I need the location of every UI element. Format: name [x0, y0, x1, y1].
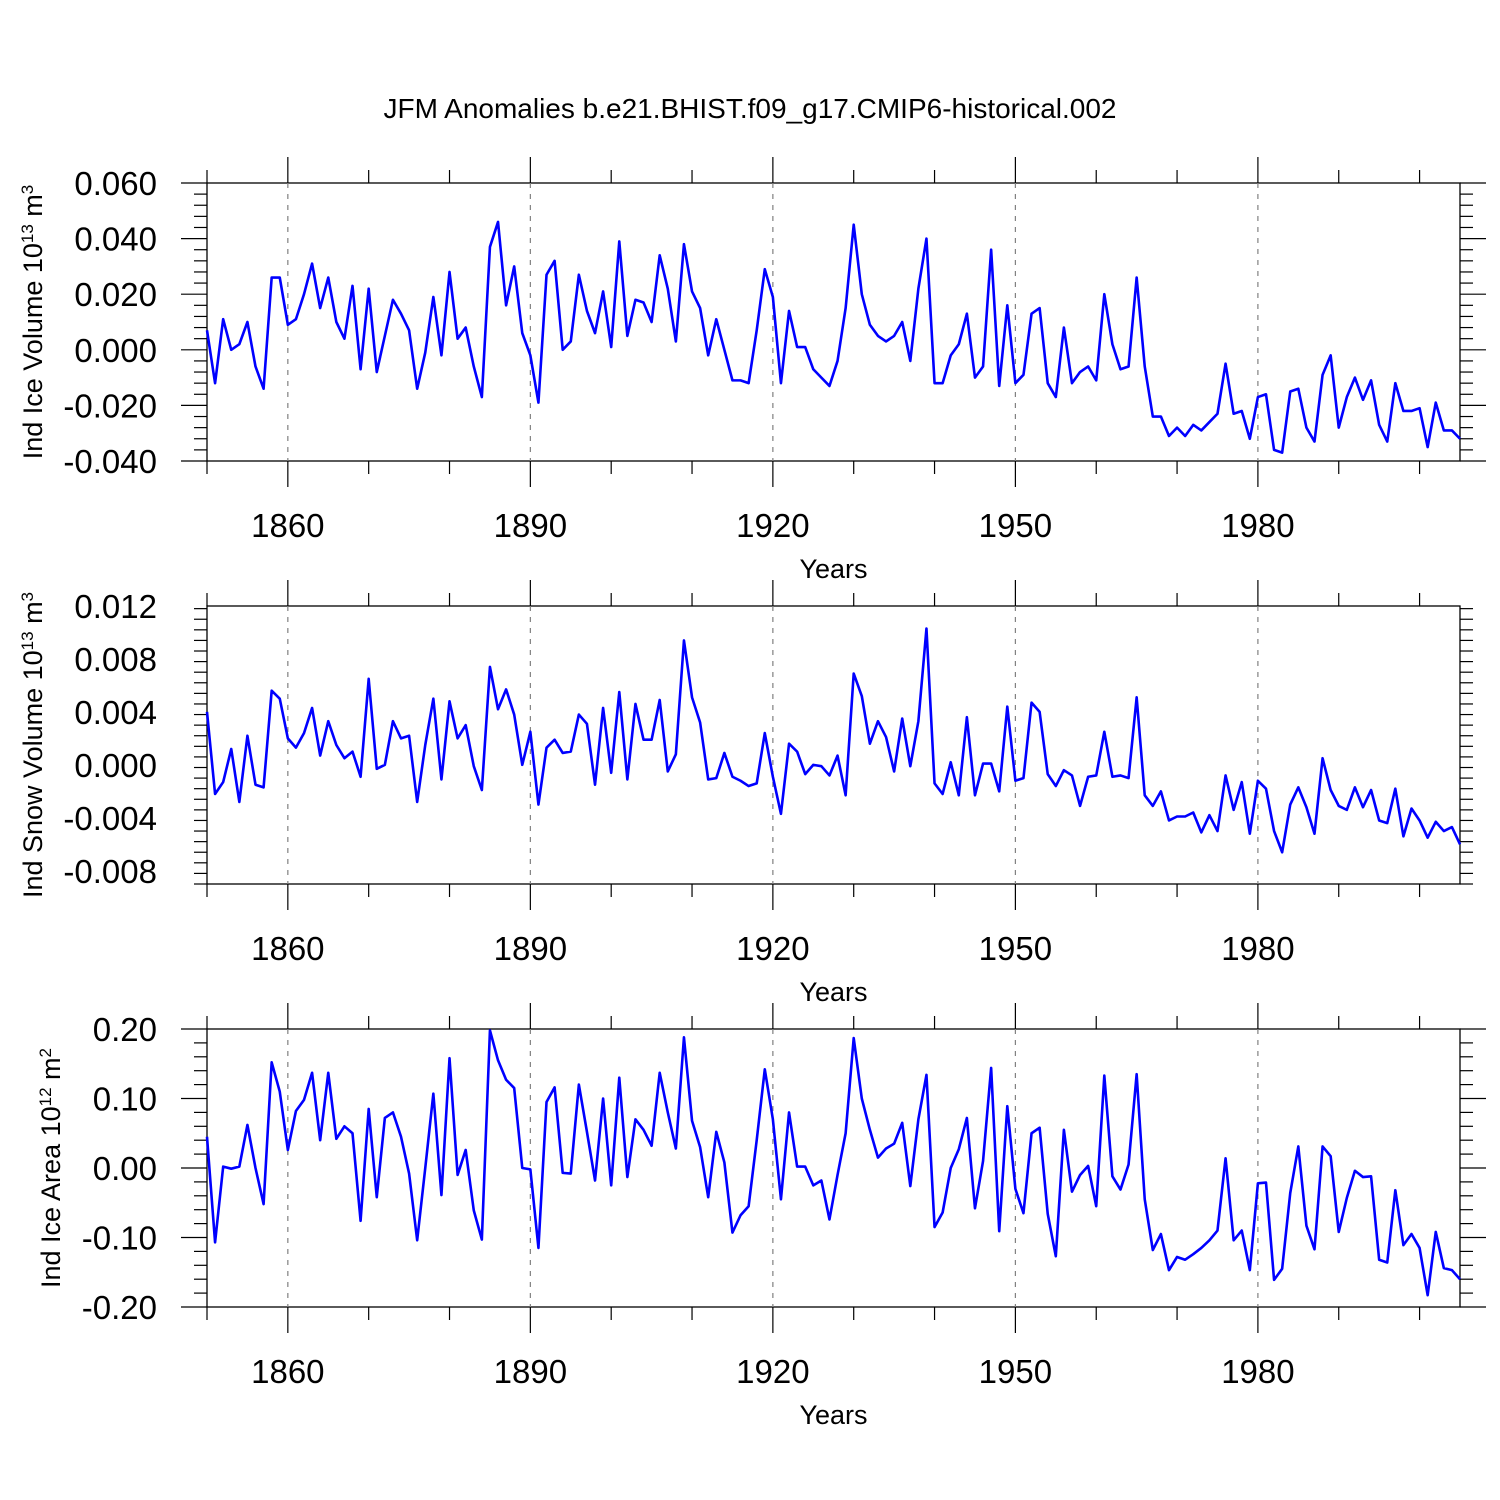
chart-panel-1: 1860 1890 1920 1950 1980 Years 0.060 0.040 0.020… — [18, 157, 1486, 584]
y-axis-title-exponent: 13 — [18, 631, 37, 650]
x-tick-label: 1950 — [979, 1353, 1052, 1390]
x-axis-title: Years — [799, 977, 867, 1007]
y-tick-label: 0.040 — [74, 221, 157, 258]
y-axis-title-main: Ind Ice Volume 10 — [18, 243, 48, 459]
x-tick-label: 1860 — [251, 1353, 324, 1390]
y-axis-title: Ind Ice Volume 1013 m3 — [18, 185, 49, 460]
x-tick-label: 1920 — [736, 507, 809, 544]
data-series-line — [205, 627, 1462, 854]
x-tick-label: 1860 — [251, 507, 324, 544]
x-tick-label: 1980 — [1221, 930, 1294, 967]
y-tick-label: -0.020 — [63, 387, 157, 424]
y-tick-label: 0.060 — [74, 165, 157, 202]
y-tick-label: 0.008 — [74, 641, 157, 678]
chart-panel-3: 1860 1890 1920 1950 1980 Years 0.20 0.10 0.00 -0.… — [36, 1003, 1486, 1430]
y-tick-label: -0.10 — [82, 1220, 157, 1257]
chart-title: JFM Anomalies b.e21.BHIST.f09_g17.CMIP6-… — [383, 93, 1116, 124]
y-tick-label: 0.10 — [93, 1081, 157, 1118]
y-tick-label: -0.004 — [63, 800, 157, 837]
x-tick-label: 1980 — [1221, 1353, 1294, 1390]
x-tick-label: 1980 — [1221, 507, 1294, 544]
x-tick-label: 1860 — [251, 930, 324, 967]
x-tick-label: 1920 — [736, 1353, 809, 1390]
y-axis-title: Ind Snow Volume 1013 m3 — [18, 592, 49, 898]
x-tick-label: 1950 — [979, 930, 1052, 967]
y-axis-title-unit-exponent: 3 — [18, 185, 37, 194]
x-tick-label: 1890 — [494, 930, 567, 967]
y-tick-label: 0.000 — [74, 332, 157, 369]
y-axis-title-unit: m — [36, 1057, 66, 1087]
y-tick-label: 0.012 — [74, 588, 157, 625]
y-tick-label: 0.000 — [74, 747, 157, 784]
y-axis-title-exponent: 12 — [36, 1087, 55, 1106]
y-axis-title-main: Ind Ice Area 10 — [36, 1106, 66, 1288]
y-tick-label: -0.20 — [82, 1289, 157, 1326]
y-tick-label: 0.020 — [74, 276, 157, 313]
x-tick-label: 1920 — [736, 930, 809, 967]
y-tick-label: 0.00 — [93, 1150, 157, 1187]
y-tick-label: -0.040 — [63, 443, 157, 480]
y-tick-label: 0.004 — [74, 694, 157, 731]
plot-frame — [206, 605, 1461, 885]
y-tick-label: 0.20 — [93, 1011, 157, 1048]
x-tick-label: 1950 — [979, 507, 1052, 544]
x-tick-label: 1890 — [494, 507, 567, 544]
y-axis-title-main: Ind Snow Volume 10 — [18, 650, 48, 898]
data-series-line — [205, 220, 1461, 454]
x-axis-title: Years — [799, 1400, 867, 1430]
plot-frame — [206, 182, 1461, 462]
x-tick-label: 1890 — [494, 1353, 567, 1390]
y-axis-title: Ind Ice Area 1012 m2 — [36, 1048, 67, 1288]
y-axis-title-unit: m — [18, 601, 48, 631]
y-axis-title-exponent: 13 — [18, 224, 37, 243]
chart-panel-2: 1860 1890 1920 1950 1980 Years 0.012 0.008 0.004… — [18, 580, 1473, 1007]
x-axis-title: Years — [799, 554, 867, 584]
y-axis-title-unit: m — [18, 194, 48, 224]
y-axis-title-unit-exponent: 2 — [36, 1048, 55, 1057]
y-tick-label: -0.008 — [63, 853, 157, 890]
y-axis-title-unit-exponent: 3 — [18, 592, 37, 601]
data-series-line — [205, 1029, 1461, 1297]
